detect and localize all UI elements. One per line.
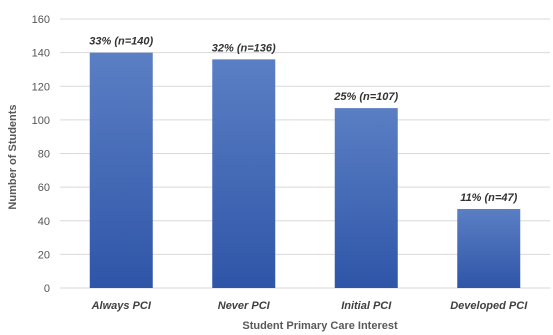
bar-always-pci bbox=[89, 52, 153, 288]
y-tick-label: 120 bbox=[32, 81, 50, 93]
y-tick-label: 60 bbox=[38, 182, 50, 194]
x-axis-categories: Always PCI Never PCI Initial PCI Developed … bbox=[91, 300, 529, 312]
data-label: 32% (n=136) bbox=[212, 42, 276, 54]
x-axis-title: Student Primary Care Interest bbox=[242, 320, 398, 332]
bar-never-pci bbox=[212, 59, 276, 288]
data-label: 25% (n=107) bbox=[333, 91, 398, 103]
data-label: 11% (n=47) bbox=[460, 192, 517, 204]
y-tick-label: 0 bbox=[44, 283, 50, 295]
y-tick-label: 140 bbox=[32, 48, 50, 60]
y-tick-label: 160 bbox=[32, 14, 50, 26]
y-axis-title: Number of Students bbox=[7, 104, 19, 209]
x-tick-label: Always PCI bbox=[91, 300, 152, 312]
y-tick-label: 20 bbox=[38, 249, 50, 261]
y-tick-label: 40 bbox=[38, 216, 50, 228]
x-tick-label: Developed PCI bbox=[450, 300, 528, 312]
bar-developed-pci bbox=[457, 208, 521, 288]
data-labels: 33% (n=140) 32% (n=136) 25% (n=107) 11% (n=… bbox=[89, 36, 517, 204]
y-tick-label: 80 bbox=[38, 149, 50, 161]
bar-initial-pci bbox=[334, 108, 398, 288]
data-label: 33% (n=140) bbox=[89, 36, 153, 48]
y-tick-label: 100 bbox=[32, 115, 50, 127]
bars bbox=[89, 52, 521, 288]
x-tick-label: Never PCI bbox=[218, 300, 271, 312]
x-tick-label: Initial PCI bbox=[341, 300, 392, 312]
y-axis-ticks: 0 20 40 60 80 100 120 140 160 bbox=[32, 14, 50, 295]
